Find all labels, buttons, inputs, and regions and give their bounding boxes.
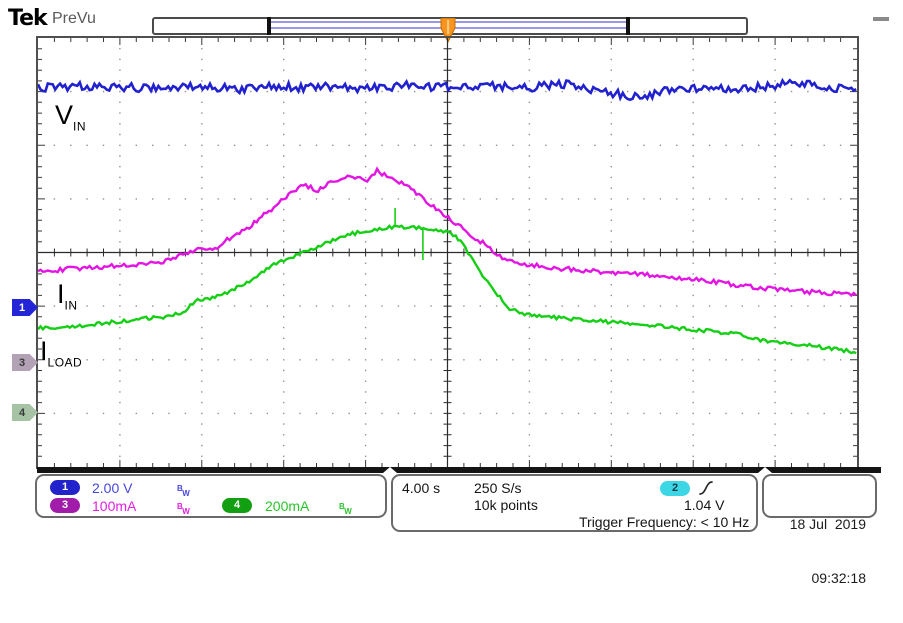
sample-rate-readout: 250 S/s — [474, 480, 522, 496]
tek-logo: Tek — [8, 6, 48, 31]
channel3-scale: 100mA — [92, 498, 137, 514]
channel4-ground-marker: 4 — [12, 404, 38, 421]
waveform-plot — [38, 38, 857, 467]
channel3-bandwidth-icon: BW — [177, 499, 190, 518]
oscilloscope-screen: Tek PreVu VIN IIN ILOAD 1 3 4 1 2.00 V B… — [8, 6, 889, 586]
label-iin-main: I — [57, 279, 65, 309]
channel4-bandwidth-icon: BW — [339, 499, 352, 518]
label-iload-main: I — [40, 336, 48, 366]
waveform-traces — [38, 77, 857, 355]
bw-b: B — [177, 484, 183, 493]
record-length-readout: 10k points — [474, 497, 538, 513]
label-iin: IIN — [57, 279, 78, 312]
bw-b: B — [339, 502, 345, 511]
channel1-bandwidth-icon: BW — [177, 481, 190, 500]
time-readout: 09:32:18 — [811, 570, 867, 586]
channel-readout-box: 1 2.00 V BW 3 100mA BW 4 200mA BW — [35, 474, 387, 518]
bw-w: W — [182, 507, 190, 516]
label-vin: VIN — [55, 100, 86, 133]
trigger-source-badge: 2 — [660, 481, 690, 496]
divider-notch — [758, 467, 772, 473]
date-readout: 18 Jul 2019 — [789, 516, 866, 532]
bottom-divider-bar — [37, 467, 881, 473]
label-vin-sub: IN — [73, 119, 87, 134]
channel1-ground-marker: 1 — [12, 299, 38, 316]
channel4-badge: 4 — [222, 498, 252, 513]
horizontal-trigger-readout-box: 4.00 s 250 S/s 10k points 2 1.04 V Trigg… — [391, 474, 758, 532]
rising-edge-icon — [698, 479, 714, 502]
timebase-readout: 4.00 s — [402, 480, 441, 496]
datetime-box: 18 Jul 2019 09:32:18 — [762, 474, 877, 586]
channel1-scale: 2.00 V — [92, 480, 133, 496]
divider-notch — [383, 467, 397, 473]
channel1-badge: 1 — [50, 480, 80, 495]
trigger-frequency-readout: Trigger Frequency: < 10 Hz — [579, 514, 750, 530]
channel3-ground-marker: 3 — [12, 354, 38, 371]
menu-dash-icon — [873, 17, 889, 21]
graticule-grid — [38, 38, 857, 467]
bw-b: B — [177, 502, 183, 511]
label-iin-sub: IN — [64, 298, 78, 313]
label-iload: ILOAD — [40, 336, 82, 369]
bw-w: W — [344, 507, 352, 516]
label-iload-sub: LOAD — [47, 355, 83, 370]
acquisition-mode-label: PreVu — [52, 10, 96, 27]
channel4-scale: 200mA — [265, 498, 310, 514]
channel3-badge: 3 — [50, 498, 80, 513]
label-vin-main: V — [55, 100, 74, 130]
trigger-level-readout: 1.04 V — [684, 497, 725, 513]
trigger-position-icon — [440, 17, 456, 44]
bw-w: W — [182, 489, 190, 498]
